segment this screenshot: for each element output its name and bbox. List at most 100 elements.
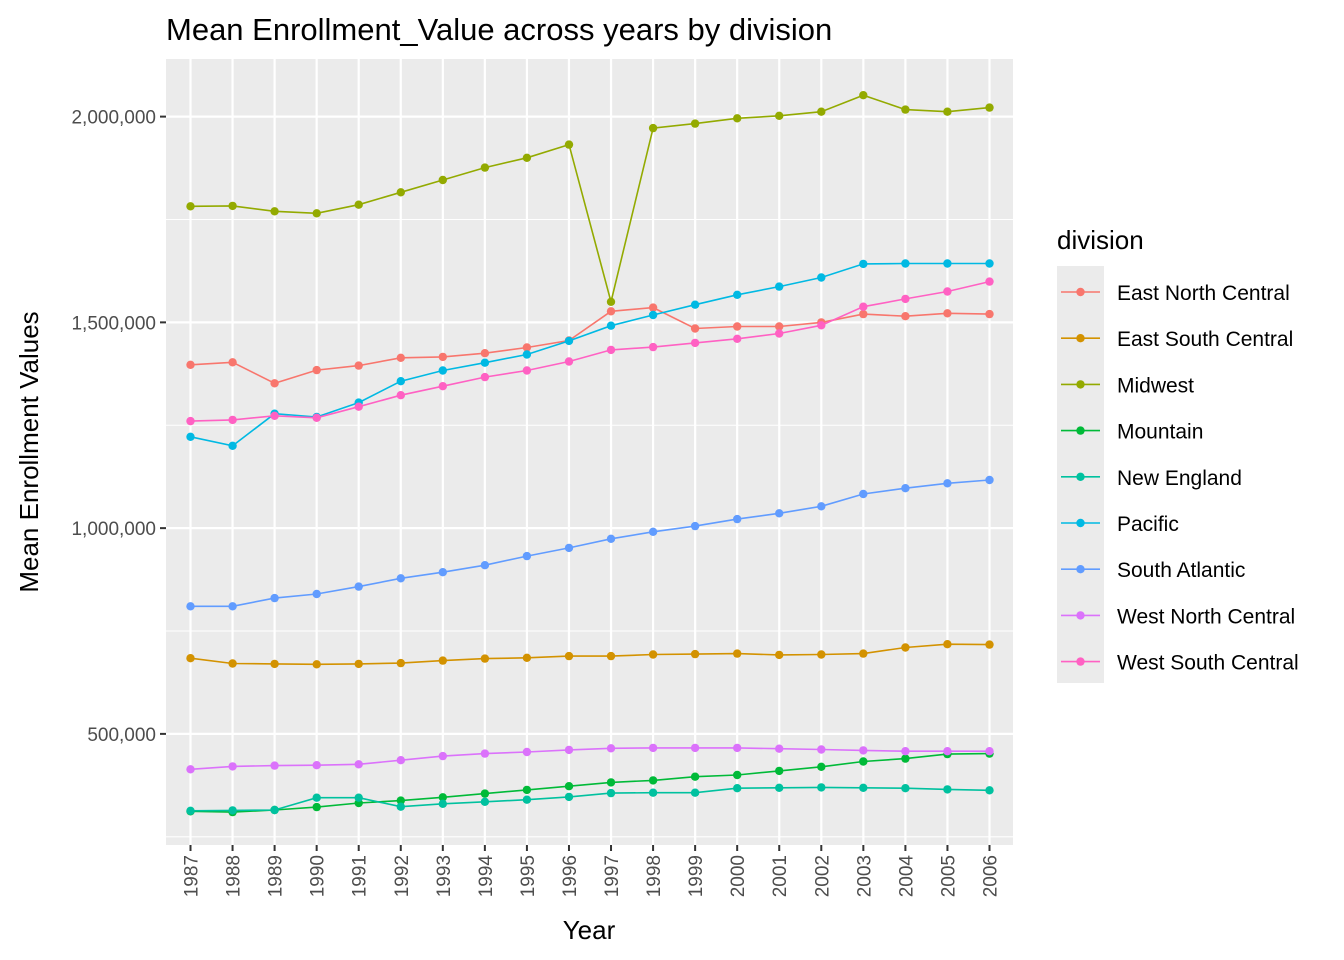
data-point (228, 441, 237, 450)
data-point (270, 761, 279, 770)
data-point (859, 309, 868, 319)
data-point (354, 402, 363, 411)
data-point (985, 475, 994, 485)
data-point (438, 568, 447, 577)
data-point (438, 656, 447, 665)
data-point (901, 259, 910, 268)
legend-label: Midwest (1117, 374, 1194, 397)
chart-title: Mean Enrollment_Value across years by di… (166, 12, 832, 47)
legend-item-east-south-central: East South Central (1061, 328, 1293, 351)
data-point (228, 762, 237, 771)
x-tick-label: 1988 (224, 855, 245, 897)
data-point (901, 754, 910, 763)
series-line-pacific (190, 262, 990, 447)
data-point (312, 660, 321, 669)
x-tick-label: 1995 (518, 855, 539, 897)
data-point (228, 602, 237, 611)
data-point (312, 413, 321, 422)
data-point (522, 350, 532, 359)
legend-key-point (1076, 426, 1085, 435)
legend-item-east-north-central: East North Central (1061, 282, 1290, 305)
data-point (396, 796, 405, 805)
data-point (438, 793, 447, 802)
data-point (564, 651, 574, 661)
data-point (901, 643, 910, 652)
data-point (648, 743, 658, 753)
x-tick-label: 1997 (602, 855, 623, 897)
data-point (270, 593, 279, 603)
data-point (943, 640, 952, 649)
data-point (606, 321, 616, 330)
legend-key-point (1076, 287, 1085, 297)
legend-key-point (1076, 657, 1085, 666)
data-point (354, 793, 363, 802)
series-east-south-central (186, 640, 994, 669)
legend-label: West North Central (1117, 605, 1295, 628)
data-point (690, 119, 700, 128)
data-point (859, 259, 868, 269)
data-point (438, 175, 447, 185)
data-point (985, 640, 994, 649)
data-point (648, 527, 658, 536)
data-point (396, 802, 405, 811)
data-point (270, 207, 279, 216)
data-point (775, 509, 784, 518)
data-point (985, 103, 994, 112)
data-point (480, 561, 490, 570)
data-point (522, 653, 532, 662)
data-point (943, 785, 952, 794)
y-tick-label: 2,000,000 (71, 108, 156, 129)
data-point (901, 747, 910, 756)
data-point (438, 751, 447, 761)
data-point (733, 649, 742, 658)
x-axis-title: Year (563, 915, 616, 945)
data-point (186, 416, 195, 426)
y-axis: 500,000 1,000,000 1,500,000 2,000,000 (71, 108, 166, 746)
data-point (733, 743, 742, 753)
x-tick-label: 1998 (644, 855, 665, 897)
x-tick-label: 1990 (308, 855, 329, 897)
data-point (817, 107, 826, 116)
data-point (564, 792, 574, 802)
data-point (775, 744, 784, 753)
data-point (733, 290, 742, 299)
legend-item-south-atlantic: South Atlantic (1061, 559, 1245, 582)
data-point (564, 543, 574, 553)
data-point (312, 365, 321, 375)
x-tick-label: 1999 (686, 855, 707, 897)
data-point (943, 479, 952, 488)
data-point (943, 107, 952, 116)
data-point (733, 784, 742, 793)
data-point (480, 358, 490, 367)
data-point (438, 799, 447, 808)
data-point (270, 411, 279, 420)
data-point (354, 659, 363, 669)
x-tick-label: 2005 (938, 855, 959, 897)
series-line-west-north-central (190, 747, 990, 771)
data-point (690, 772, 700, 781)
legend-key-point (1076, 472, 1085, 481)
data-point (354, 200, 363, 209)
data-point (606, 788, 616, 798)
data-point (270, 659, 279, 669)
data-point (690, 521, 700, 531)
data-point (186, 202, 195, 211)
data-point (775, 282, 784, 291)
data-point (228, 358, 237, 367)
data-point (817, 783, 826, 792)
data-point (396, 756, 405, 765)
data-point (901, 784, 910, 793)
y-axis-title: Mean Enrollment Values (14, 311, 44, 592)
data-point (901, 294, 910, 304)
data-point (522, 366, 532, 375)
data-point (775, 783, 784, 792)
data-point (859, 302, 868, 311)
data-point (228, 659, 237, 668)
legend-key-point (1076, 611, 1085, 620)
data-point (186, 360, 195, 369)
data-point (522, 747, 532, 757)
data-point (438, 352, 447, 362)
data-point (901, 484, 910, 493)
data-point (817, 762, 826, 771)
data-point (354, 760, 363, 769)
